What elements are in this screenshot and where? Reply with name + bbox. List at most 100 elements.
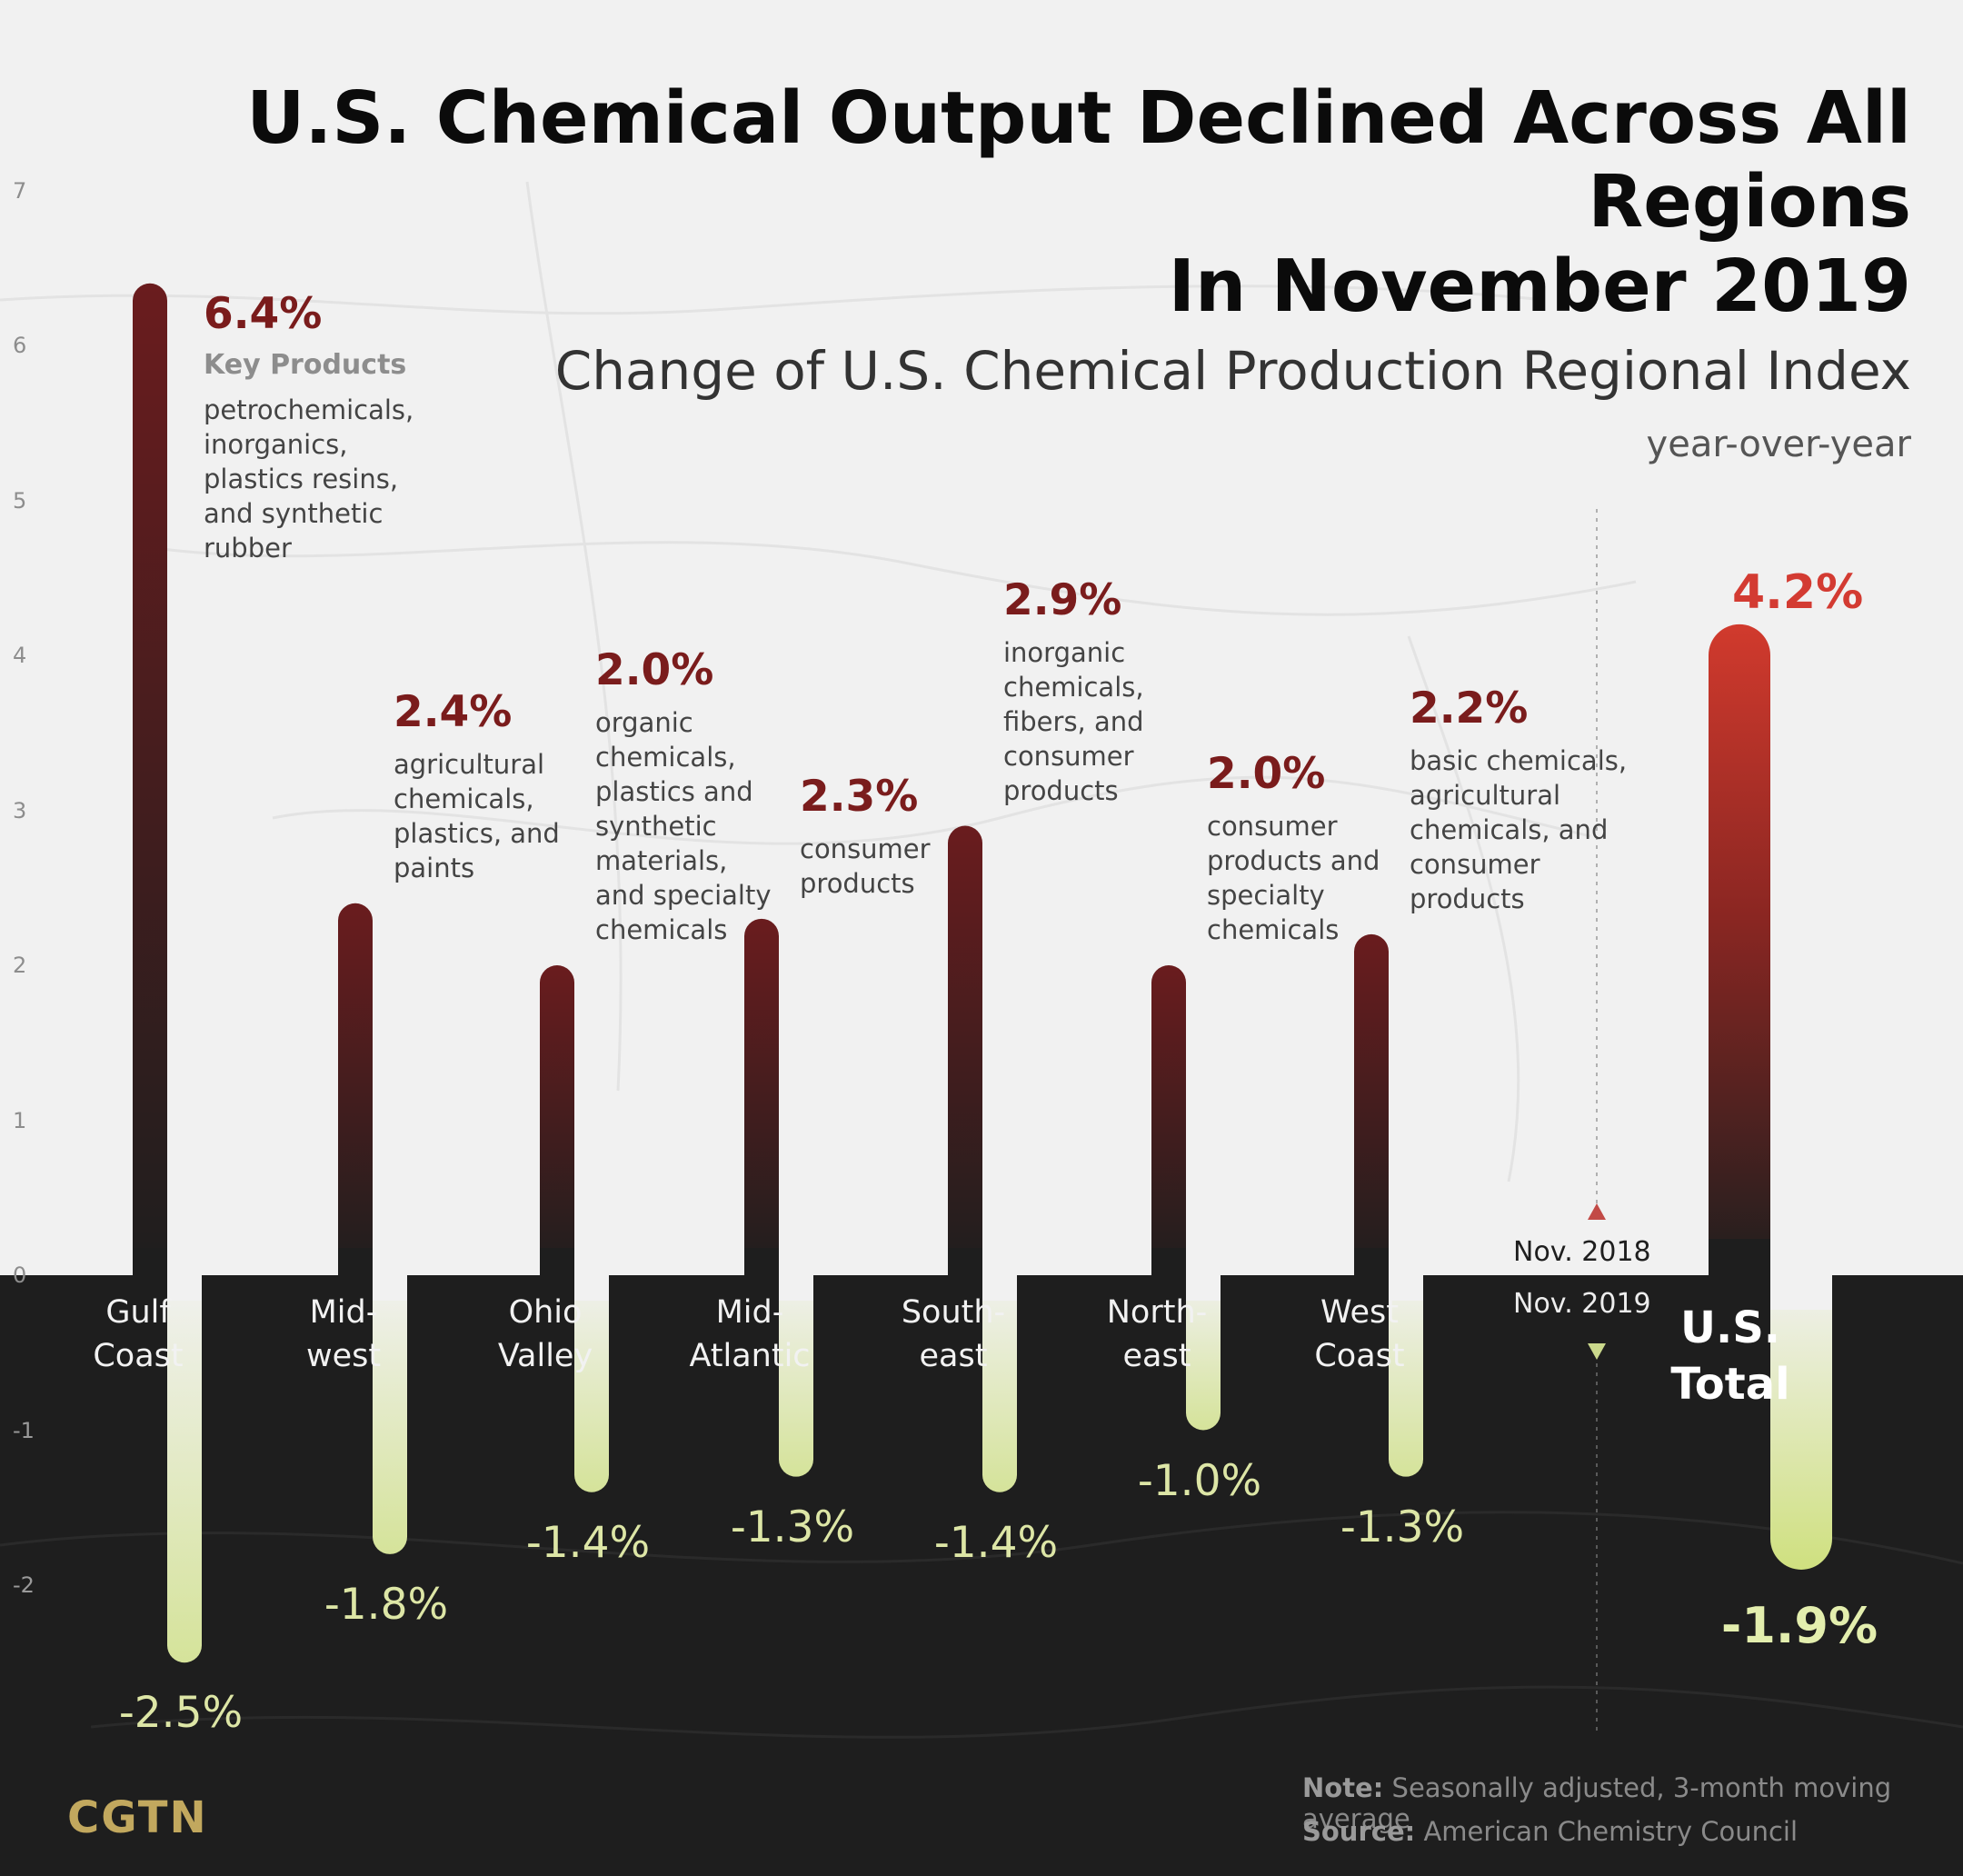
region-name-line: U.S. — [1679, 1302, 1781, 1353]
label-nov-2019: -1.3% — [730, 1502, 855, 1552]
key-product-line: consumer — [1410, 848, 1540, 880]
label-nov-2019: -2.5% — [118, 1688, 244, 1739]
key-product-line: products — [1003, 774, 1119, 806]
dark-map-line-2 — [90, 1685, 1963, 1739]
region-name: West Coast — [1314, 1291, 1404, 1378]
region-name-line: North- — [1106, 1294, 1208, 1331]
key-product-line: plastics and — [595, 776, 753, 807]
key-product-line: specialty — [1207, 880, 1325, 911]
label-nov-2019: -1.8% — [324, 1579, 449, 1630]
key-product-line: chemicals, — [394, 783, 534, 814]
label-nov-2018: 2.2% — [1410, 683, 1529, 733]
region-name-line: Total — [1670, 1359, 1790, 1410]
unit-label: year-over-year — [1646, 424, 1911, 465]
y-tick-label: 0 — [13, 1262, 27, 1288]
note: Note: Seasonally adjusted, 3-month movin… — [1302, 1772, 1963, 1834]
key-product-line: consumer — [800, 833, 931, 864]
key-product-line: synthetic — [595, 811, 717, 842]
bar-nov-2018 — [744, 918, 779, 1277]
bar-base — [744, 1248, 779, 1277]
key-product-line: products and — [1207, 845, 1380, 876]
key-product-line: inorganic — [1003, 636, 1126, 668]
key-product-line: consumer — [1207, 811, 1338, 842]
legend-arrow-up — [1588, 1203, 1606, 1220]
bar-neck — [1389, 1273, 1423, 1301]
y-tick-label: 1 — [13, 1107, 27, 1133]
label-nov-2019: -1.0% — [1137, 1455, 1262, 1506]
key-product-line: materials, — [595, 845, 728, 876]
region-name: South-east — [902, 1291, 1005, 1378]
total-bar-base — [1709, 1239, 1770, 1277]
region-name-line: Mid- — [309, 1294, 378, 1331]
key-product-line: products — [1410, 883, 1525, 914]
label-nov-2019: -1.4% — [933, 1517, 1059, 1568]
key-product-line: basic chemicals, — [1410, 744, 1628, 776]
key-product-line: rubber — [204, 533, 292, 564]
bar-base — [133, 1248, 167, 1277]
bar-nov-2018 — [338, 903, 373, 1277]
key-product-line: and specialty — [595, 880, 772, 911]
label-nov-2018: 2.4% — [394, 686, 513, 737]
map-line-1 — [0, 284, 1546, 315]
region-name-line: Coast — [1314, 1338, 1405, 1374]
y-tick-label: 7 — [13, 177, 27, 204]
label-nov-2018: 2.9% — [1003, 574, 1122, 625]
bar-nov-2018 — [1151, 965, 1186, 1277]
y-tick-label: -2 — [13, 1572, 35, 1598]
region-name-line: Gulf — [105, 1294, 171, 1331]
region-name-line: west — [305, 1338, 382, 1374]
key-product-line: chemicals — [1207, 914, 1340, 945]
total-label-nov-2019: -1.9% — [1720, 1596, 1878, 1654]
bar-base — [1354, 1248, 1389, 1277]
key-product-line: chemicals, — [1003, 671, 1144, 703]
legend-nov-2019: Nov. 2019 — [1513, 1288, 1651, 1320]
bar-neck — [779, 1273, 813, 1301]
bar-base — [948, 1248, 982, 1277]
bar-base — [540, 1248, 574, 1277]
region-name: Mid- Atlantic — [689, 1291, 810, 1378]
bar-nov-2018 — [1354, 933, 1389, 1277]
source-label: Source: — [1302, 1816, 1416, 1847]
map-line-5 — [525, 181, 623, 1092]
region-name-line: east — [1122, 1338, 1191, 1374]
region-name-line: east — [919, 1338, 988, 1374]
note-text: Seasonally adjusted, 3-month moving aver… — [1302, 1772, 1892, 1834]
legend-arrow-down — [1588, 1343, 1606, 1360]
bar-neck — [982, 1273, 1017, 1301]
total-label-nov-2018: 4.2% — [1732, 565, 1864, 620]
key-product-line: plastics resins, — [204, 464, 399, 494]
key-product-line: chemicals — [595, 914, 728, 945]
label-nov-2018: 2.3% — [800, 771, 919, 822]
key-product-line: plastics, and — [394, 817, 560, 849]
total-bar-neck — [1770, 1273, 1832, 1310]
cgtn-logo: CGTN — [67, 1792, 208, 1843]
label-nov-2019: -1.3% — [1340, 1502, 1465, 1552]
bar-base — [338, 1248, 373, 1277]
y-tick-label: 5 — [13, 487, 27, 514]
key-product-line: consumer — [1003, 740, 1134, 772]
title-line-1: U.S. Chemical Output Declined Across All… — [246, 76, 1911, 244]
y-tick-label: -1 — [13, 1417, 35, 1443]
chart-subtitle: Change of U.S. Chemical Production Regio… — [554, 340, 1911, 402]
map-line-4 — [1407, 635, 1520, 1182]
label-nov-2018: 2.0% — [595, 645, 714, 695]
region-name-line: West — [1320, 1294, 1400, 1331]
label-nov-2018: 6.4% — [204, 289, 323, 339]
y-tick-label: 6 — [13, 333, 27, 358]
bar-nov-2018 — [540, 965, 574, 1277]
total-bar-nov-2018 — [1709, 624, 1770, 1277]
region-name: Mid-west — [306, 1291, 381, 1378]
label-nov-2018: 2.0% — [1207, 749, 1326, 799]
region-name-line: Valley — [497, 1338, 593, 1374]
region-name: Gulf Coast — [93, 1291, 183, 1378]
title-line-2: In November 2019 — [1168, 244, 1911, 328]
key-product-line: paints — [394, 852, 475, 883]
key-product-line: fibers, and — [1003, 705, 1144, 737]
bar-nov-2019 — [1389, 1273, 1423, 1477]
source-text: American Chemistry Council — [1423, 1816, 1799, 1847]
bar-neck — [1186, 1273, 1221, 1301]
label-nov-2019: -1.4% — [525, 1517, 651, 1568]
legend-nov-2018: Nov. 2018 — [1513, 1236, 1651, 1268]
